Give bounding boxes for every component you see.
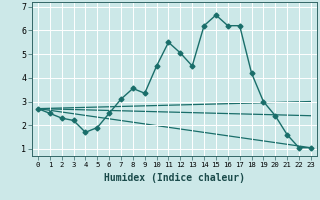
X-axis label: Humidex (Indice chaleur): Humidex (Indice chaleur) — [104, 173, 245, 183]
